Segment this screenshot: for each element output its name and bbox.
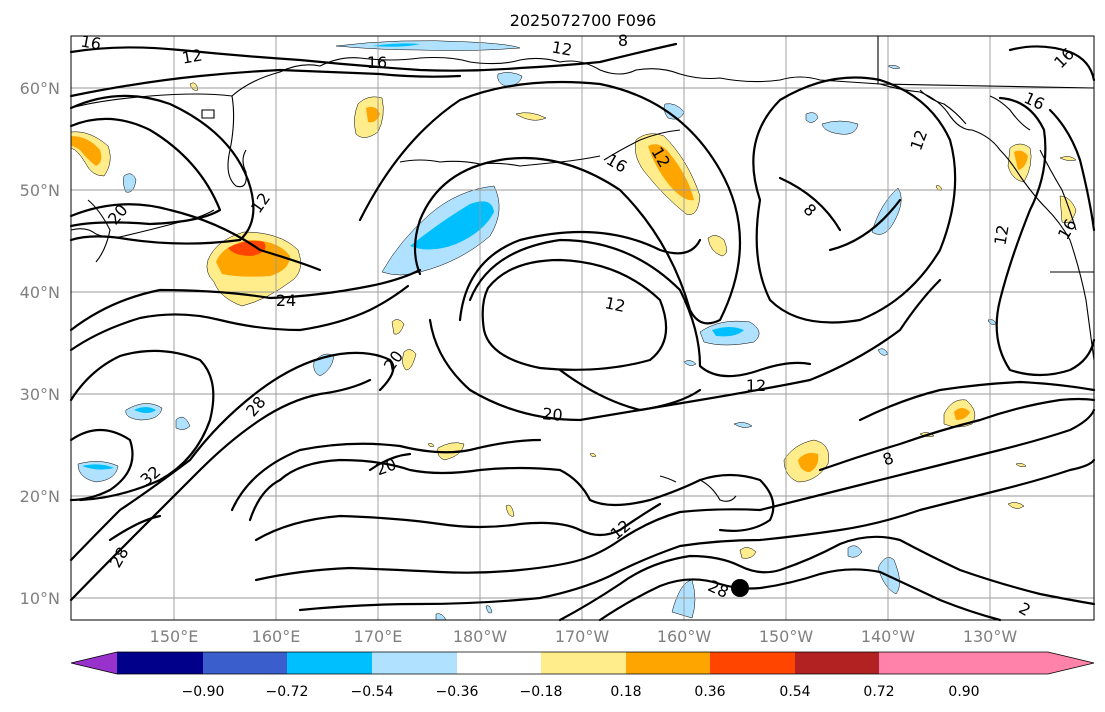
lat-label: 40°N	[20, 283, 60, 302]
map-panel: 16 12 16 12 8 16 16 12 20 12 16 8 12 12 …	[69, 31, 1096, 622]
contour-label: 24	[276, 291, 296, 310]
contour-label: 12	[603, 293, 627, 316]
colorbar-segment	[372, 652, 457, 674]
latitude-axis: 60°N 50°N 40°N 30°N 20°N 10°N	[20, 79, 60, 608]
storm-position-marker	[731, 579, 749, 597]
colorbar-extend-right	[964, 652, 1094, 674]
lon-label: 170°W	[555, 627, 610, 646]
figure-title: 2025072700 F096	[510, 11, 657, 30]
colorbar: −0.90 −0.72 −0.54 −0.36 −0.18 0.18 0.36 …	[70, 651, 1095, 700]
colorbar-tick-label: 0.18	[610, 684, 641, 700]
lon-label: 160°E	[252, 627, 301, 646]
colorbar-tick-label: −0.36	[436, 684, 479, 700]
colorbar-tick-label: 0.90	[948, 684, 979, 700]
lon-label: 150°W	[759, 627, 814, 646]
lon-label: 160°W	[657, 627, 712, 646]
colorbar-tick-label: 0.54	[779, 684, 810, 700]
colorbar-segment	[287, 652, 372, 674]
lat-label: 50°N	[20, 181, 60, 200]
colorbar-tick-label: −0.72	[266, 684, 309, 700]
colorbar-extend-left	[71, 652, 117, 674]
contour-label: 16	[367, 53, 387, 72]
contour-label: 8	[618, 31, 628, 50]
colorbar-segment	[541, 652, 626, 674]
colorbar-segment	[117, 652, 203, 674]
lat-label: 10°N	[20, 589, 60, 608]
contour-label: 12	[550, 37, 573, 59]
contour-label: 12	[746, 376, 766, 395]
lat-label: 30°N	[20, 385, 60, 404]
lat-label: 60°N	[20, 79, 60, 98]
map-frame	[70, 35, 1095, 621]
colorbar-segment	[795, 652, 879, 674]
negative-shading	[77, 40, 997, 621]
lon-label: 180°W	[453, 627, 508, 646]
contour-label: 12	[990, 223, 1012, 246]
colorbar-segment	[626, 652, 710, 674]
contour-label: 12	[180, 45, 203, 67]
lon-label: 150°E	[150, 627, 199, 646]
colorbar-segment	[203, 652, 287, 674]
colorbar-tick-label: −0.54	[351, 684, 394, 700]
colorbar-tick-label: 0.72	[863, 684, 894, 700]
colorbar-segment	[457, 652, 541, 674]
colorbar-tick-label: −0.90	[182, 684, 225, 700]
contour-lines	[69, 42, 1096, 622]
positive-shading	[70, 82, 1077, 559]
lon-label: 140°W	[861, 627, 916, 646]
longitude-axis: 150°E 160°E 170°E 180°W 170°W 160°W 150°…	[150, 627, 1018, 646]
contour-label: 16	[79, 31, 102, 53]
colorbar-outline	[70, 651, 1095, 675]
lon-label: 170°E	[354, 627, 403, 646]
colorbar-segment	[710, 652, 795, 674]
coastlines	[70, 36, 1095, 502]
lon-label: 130°W	[963, 627, 1018, 646]
contour-label: 20	[542, 404, 564, 425]
colorbar-tick-label: −0.18	[520, 684, 563, 700]
colorbar-tick-label: 0.36	[694, 684, 725, 700]
colorbar-segment	[879, 652, 964, 674]
lat-label: 20°N	[20, 487, 60, 506]
